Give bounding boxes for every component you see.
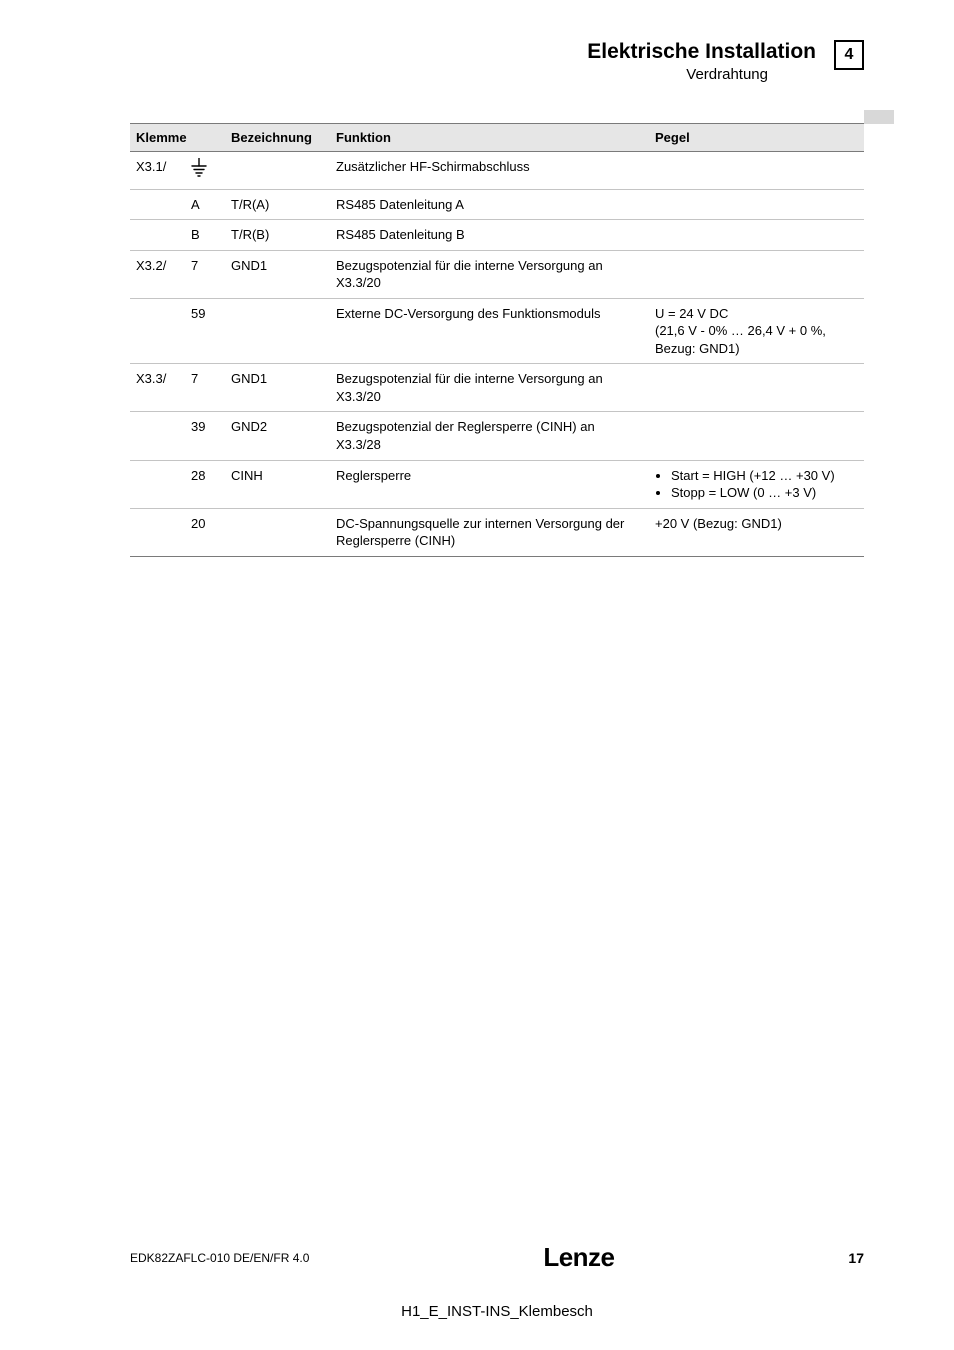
cell-funk: Reglersperre <box>330 460 649 508</box>
cell-klemme2: 7 <box>185 364 225 412</box>
col-klemme: Klemme <box>130 124 225 152</box>
pegel-list-item: Start = HIGH (+12 … +30 V) <box>671 467 858 485</box>
table-row: 28 CINH Reglersperre Start = HIGH (+12 …… <box>130 460 864 508</box>
side-tab-stub <box>864 110 894 124</box>
header-subtitle: Verdrahtung <box>587 66 768 83</box>
cell-klemme2: 39 <box>185 412 225 460</box>
cell-klemme1 <box>130 508 185 556</box>
cell-funk: Externe DC-Versorgung des Funktionsmodul… <box>330 298 649 364</box>
cell-klemme2: A <box>185 189 225 220</box>
ground-icon <box>191 158 207 178</box>
brand-logo: Lenze <box>543 1242 614 1273</box>
cell-klemme1 <box>130 460 185 508</box>
col-bezeichnung: Bezeichnung <box>225 124 330 152</box>
col-funktion: Funktion <box>330 124 649 152</box>
cell-pegel: Start = HIGH (+12 … +30 V) Stopp = LOW (… <box>649 460 864 508</box>
cell-funk: RS485 Datenleitung A <box>330 189 649 220</box>
cell-klemme1 <box>130 298 185 364</box>
cell-bez <box>225 508 330 556</box>
cell-pegel: U = 24 V DC (21,6 V - 0% … 26,4 V + 0 %,… <box>649 298 864 364</box>
cell-funk: Bezugspotenzial für die interne Versorgu… <box>330 364 649 412</box>
cell-funk: Bezugspotenzial der Reglersperre (CINH) … <box>330 412 649 460</box>
pegel-list-item: Stopp = LOW (0 … +3 V) <box>671 484 858 502</box>
cell-klemme1: X3.1/ <box>130 152 185 190</box>
cell-bez <box>225 152 330 190</box>
cell-bez: GND1 <box>225 364 330 412</box>
cell-pegel <box>649 220 864 251</box>
cell-pegel: +20 V (Bezug: GND1) <box>649 508 864 556</box>
cell-bez: CINH <box>225 460 330 508</box>
cell-bez: T/R(A) <box>225 189 330 220</box>
cell-klemme1: X3.2/ <box>130 250 185 298</box>
table-header-row: Klemme Bezeichnung Funktion Pegel <box>130 124 864 152</box>
cell-pegel <box>649 364 864 412</box>
header-title: Elektrische Installation <box>587 40 816 64</box>
cell-klemme1: X3.3/ <box>130 364 185 412</box>
table-row: 59 Externe DC-Versorgung des Funktionsmo… <box>130 298 864 364</box>
col-pegel: Pegel <box>649 124 864 152</box>
cell-klemme2: 28 <box>185 460 225 508</box>
cell-klemme2: 20 <box>185 508 225 556</box>
cell-klemme2: 7 <box>185 250 225 298</box>
cell-bez: GND1 <box>225 250 330 298</box>
page-footer: EDK82ZAFLC-010 DE/EN/FR 4.0 Lenze 17 <box>130 1202 864 1273</box>
page-number: 17 <box>848 1250 864 1266</box>
terminal-table: Klemme Bezeichnung Funktion Pegel X3.1/ <box>130 123 864 557</box>
table-row: 20 DC-Spannungsquelle zur internen Verso… <box>130 508 864 556</box>
cell-funk: Bezugspotenzial für die interne Versorgu… <box>330 250 649 298</box>
cell-klemme1 <box>130 189 185 220</box>
cell-funk: DC-Spannungsquelle zur internen Versorgu… <box>330 508 649 556</box>
cell-bez <box>225 298 330 364</box>
cell-pegel <box>649 250 864 298</box>
cell-klemme2 <box>185 152 225 190</box>
cell-funk: RS485 Datenleitung B <box>330 220 649 251</box>
table-row: X3.1/ <box>130 152 864 190</box>
table-row: 39 GND2 Bezugspotenzial der Reglersperre… <box>130 412 864 460</box>
cell-bez: GND2 <box>225 412 330 460</box>
bottom-reference: H1_E_INST-INS_Klembesch <box>130 1303 864 1320</box>
cell-klemme2: B <box>185 220 225 251</box>
cell-klemme1 <box>130 412 185 460</box>
doc-reference: EDK82ZAFLC-010 DE/EN/FR 4.0 <box>130 1251 309 1265</box>
chapter-number-box: 4 <box>834 40 864 70</box>
table-row: A T/R(A) RS485 Datenleitung A <box>130 189 864 220</box>
cell-funk: Zusätzlicher HF-Schirmabschluss <box>330 152 649 190</box>
table-row: B T/R(B) RS485 Datenleitung B <box>130 220 864 251</box>
cell-pegel <box>649 412 864 460</box>
page-header: Elektrische Installation Verdrahtung 4 <box>130 40 864 83</box>
cell-pegel <box>649 189 864 220</box>
cell-klemme1 <box>130 220 185 251</box>
table-row: X3.2/ 7 GND1 Bezugspotenzial für die int… <box>130 250 864 298</box>
cell-bez: T/R(B) <box>225 220 330 251</box>
table-row: X3.3/ 7 GND1 Bezugspotenzial für die int… <box>130 364 864 412</box>
cell-pegel <box>649 152 864 190</box>
cell-klemme2: 59 <box>185 298 225 364</box>
